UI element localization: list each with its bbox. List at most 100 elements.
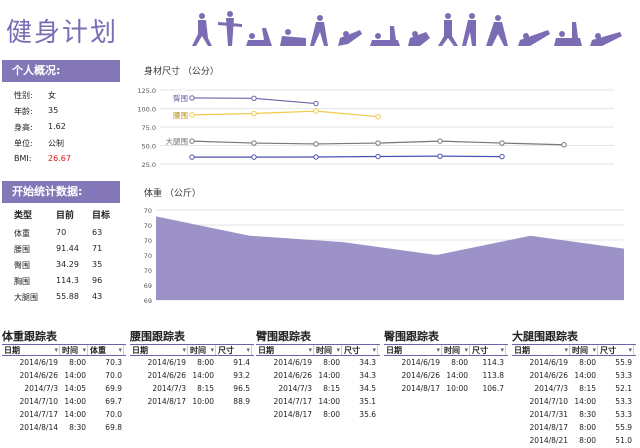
table-cell[interactable]: 52.1 bbox=[615, 384, 632, 393]
table-cell[interactable]: 2014/8/17 bbox=[529, 423, 568, 432]
table-cell[interactable]: 2014/6/26 bbox=[273, 371, 312, 380]
table-cell[interactable]: 2014/6/26 bbox=[401, 371, 440, 380]
table-cell[interactable]: 8:00 bbox=[451, 358, 468, 367]
table-cell[interactable]: 35.6 bbox=[359, 410, 376, 419]
table-cell[interactable]: 55.9 bbox=[615, 358, 632, 367]
table-cell[interactable]: 34.5 bbox=[359, 384, 376, 393]
table-cell[interactable]: 8:00 bbox=[579, 436, 596, 445]
table-cell[interactable]: 14:00 bbox=[64, 410, 86, 419]
table-cell[interactable]: 10:00 bbox=[446, 384, 468, 393]
table-cell[interactable]: 51.0 bbox=[615, 436, 632, 445]
table-cell[interactable]: 2014/7/3 bbox=[278, 384, 312, 393]
column-filter-header[interactable]: 时间 bbox=[442, 345, 470, 356]
table-cell[interactable]: 91.4 bbox=[233, 358, 250, 367]
column-filter-header[interactable]: 尺寸 bbox=[216, 345, 252, 356]
table-cell[interactable]: 8:15 bbox=[323, 384, 340, 393]
table-cell[interactable]: 2014/8/14 bbox=[19, 423, 58, 432]
table-cell[interactable]: 2014/6/26 bbox=[147, 371, 186, 380]
table-cell[interactable]: 2014/7/3 bbox=[24, 384, 58, 393]
table-cell[interactable]: 88.9 bbox=[233, 397, 250, 406]
column-filter-header[interactable]: 时间 bbox=[314, 345, 342, 356]
table-cell[interactable]: 14:00 bbox=[318, 397, 340, 406]
table-cell[interactable]: 14:00 bbox=[192, 371, 214, 380]
table-cell[interactable]: 2014/8/21 bbox=[529, 436, 568, 445]
column-filter-header[interactable]: 日期 bbox=[512, 345, 570, 356]
table-row: 2014/6/19 8:00 114.3 bbox=[384, 356, 508, 369]
column-filter-header[interactable]: 日期 bbox=[384, 345, 442, 356]
data-point bbox=[499, 140, 505, 146]
column-filter-header[interactable]: 尺寸 bbox=[470, 345, 506, 356]
data-point bbox=[375, 114, 381, 120]
table-cell[interactable]: 35.1 bbox=[359, 397, 376, 406]
table-cell[interactable]: 14:00 bbox=[64, 371, 86, 380]
table-cell[interactable]: 53.3 bbox=[615, 397, 632, 406]
table-cell[interactable]: 2014/8/17 bbox=[273, 410, 312, 419]
table-cell[interactable]: 2014/7/3 bbox=[534, 384, 568, 393]
table-cell[interactable]: 2014/6/26 bbox=[529, 371, 568, 380]
column-filter-header[interactable]: 体重 bbox=[88, 345, 124, 356]
table-cell[interactable]: 2014/7/17 bbox=[273, 397, 312, 406]
column-filter-header[interactable]: 尺寸 bbox=[598, 345, 634, 356]
table-cell[interactable]: 14:00 bbox=[318, 371, 340, 380]
column-filter-header[interactable]: 尺寸 bbox=[342, 345, 378, 356]
table-cell[interactable]: 2014/8/17 bbox=[401, 384, 440, 393]
table-cell[interactable]: 2014/7/31 bbox=[529, 410, 568, 419]
column-filter-header[interactable]: 时间 bbox=[60, 345, 88, 356]
table-cell[interactable]: 8:00 bbox=[197, 358, 214, 367]
table-cell[interactable]: 2014/7/10 bbox=[529, 397, 568, 406]
table-cell[interactable]: 55.9 bbox=[615, 423, 632, 432]
table-cell[interactable]: 69.7 bbox=[105, 397, 122, 406]
table-cell[interactable]: 93.2 bbox=[233, 371, 250, 380]
table-cell[interactable]: 69.8 bbox=[105, 423, 122, 432]
table-cell[interactable]: 53.3 bbox=[615, 410, 632, 419]
table-cell[interactable]: 70.3 bbox=[105, 358, 122, 367]
table-cell[interactable]: 69.9 bbox=[105, 384, 122, 393]
table-cell[interactable]: 70.0 bbox=[105, 410, 122, 419]
stats-cell: 114.3 bbox=[56, 276, 79, 285]
table-cell[interactable]: 8:00 bbox=[579, 423, 596, 432]
table-cell[interactable]: 106.7 bbox=[482, 384, 504, 393]
column-filter-header[interactable]: 日期 bbox=[130, 345, 188, 356]
yoga-figure-icon bbox=[192, 13, 212, 46]
table-cell[interactable]: 2014/6/19 bbox=[147, 358, 186, 367]
table-cell[interactable]: 8:00 bbox=[69, 358, 86, 367]
table-cell[interactable]: 14:00 bbox=[446, 371, 468, 380]
table-cell[interactable]: 96.5 bbox=[233, 384, 250, 393]
table-cell[interactable]: 8:15 bbox=[197, 384, 214, 393]
table-cell[interactable]: 2014/6/19 bbox=[19, 358, 58, 367]
yoga-figure-icon bbox=[246, 28, 272, 46]
table-cell[interactable]: 14:00 bbox=[64, 397, 86, 406]
table-cell[interactable]: 8:15 bbox=[579, 384, 596, 393]
table-cell[interactable]: 2014/6/19 bbox=[401, 358, 440, 367]
table-cell[interactable]: 8:30 bbox=[69, 423, 86, 432]
table-cell[interactable]: 14:00 bbox=[574, 397, 596, 406]
column-filter-header[interactable]: 时间 bbox=[570, 345, 598, 356]
table-cell[interactable]: 2014/7/17 bbox=[19, 410, 58, 419]
table-cell[interactable]: 2014/6/19 bbox=[273, 358, 312, 367]
table-cell[interactable]: 2014/7/10 bbox=[19, 397, 58, 406]
column-filter-header[interactable]: 时间 bbox=[188, 345, 216, 356]
table-cell[interactable]: 70.0 bbox=[105, 371, 122, 380]
table-cell[interactable]: 2014/6/19 bbox=[529, 358, 568, 367]
table-cell[interactable]: 8:00 bbox=[323, 410, 340, 419]
table-cell[interactable]: 14:05 bbox=[64, 384, 86, 393]
table-cell[interactable]: 113.8 bbox=[482, 371, 504, 380]
table-cell[interactable]: 53.3 bbox=[615, 371, 632, 380]
table-cell[interactable]: 2014/7/3 bbox=[152, 384, 186, 393]
table-cell[interactable]: 8:30 bbox=[579, 410, 596, 419]
size-chart-title: 身材尺寸 （公分） bbox=[144, 67, 219, 77]
table-row: 2014/7/31 8:30 53.3 bbox=[512, 408, 636, 421]
table-cell[interactable]: 2014/8/17 bbox=[147, 397, 186, 406]
table-cell[interactable]: 34.3 bbox=[359, 358, 376, 367]
column-filter-header[interactable]: 日期 bbox=[2, 345, 60, 356]
table-row: 2014/7/3 8:15 52.1 bbox=[512, 382, 636, 395]
table-cell[interactable]: 2014/6/26 bbox=[19, 371, 58, 380]
table-cell[interactable]: 114.3 bbox=[482, 358, 504, 367]
column-filter-header[interactable]: 日期 bbox=[256, 345, 314, 356]
table-cell[interactable]: 8:00 bbox=[323, 358, 340, 367]
table-cell[interactable]: 10:00 bbox=[192, 397, 214, 406]
table-cell[interactable]: 14:00 bbox=[574, 371, 596, 380]
table-cell[interactable]: 34.3 bbox=[359, 371, 376, 380]
data-point bbox=[251, 110, 257, 117]
table-cell[interactable]: 8:00 bbox=[579, 358, 596, 367]
